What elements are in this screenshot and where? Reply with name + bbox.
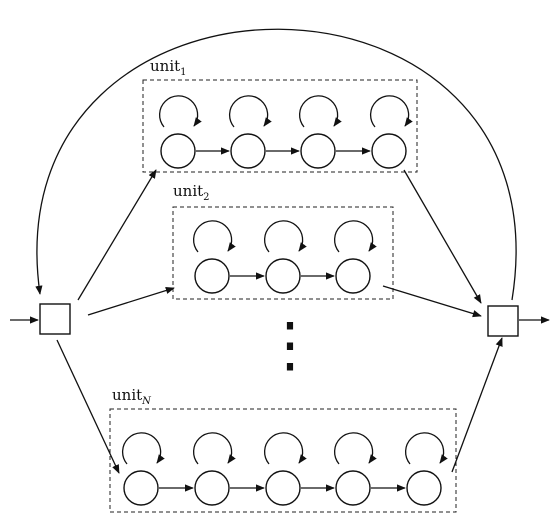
unit-2-box [172,206,394,300]
unit-1-box [142,79,418,173]
unit-n-states [121,432,448,506]
unit-n-label: unitN [112,386,152,407]
self-loop-arrow [228,95,272,128]
unit-n-state [335,470,371,506]
self-loop-arrow [121,432,165,465]
ellipsis: ⋮ [260,310,320,380]
unit-n-state [406,470,442,506]
entry-to-unit-1-arrow [77,169,157,301]
self-loop-arrow [263,220,307,253]
exit-node [487,305,519,337]
unit-2-state [265,258,301,294]
unit-n-state [123,470,159,506]
unit-n-state [265,470,301,506]
unit-1-state [160,133,196,169]
unit-n-to-exit-arrow [451,337,503,473]
self-loop-arrow [263,432,307,465]
unit-2-state [194,258,230,294]
entry-to-unit-n-arrow [56,339,120,474]
unit-2-to-exit-arrow [382,285,482,318]
self-loop-arrow [404,432,448,465]
unit-1-state [230,133,266,169]
self-loop-arrow [333,432,377,465]
self-loop-arrow [192,432,236,465]
unit-1-states [158,95,413,169]
unit-2-label: unit2 [173,182,210,203]
unit-1-to-exit-arrow [403,169,482,304]
entry-node [39,303,71,335]
self-loop-arrow [158,95,202,128]
self-loop-arrow [298,95,342,128]
self-loop-arrow [333,220,377,253]
unit-1-state [371,133,407,169]
unit-n-state [194,470,230,506]
self-loop-arrow [192,220,236,253]
unit-1-state [300,133,336,169]
self-loop-arrow [369,95,413,128]
feedback-arc-arrow [35,28,517,301]
unit-2-state [335,258,371,294]
entry-to-unit-2-arrow [87,286,175,316]
unit-2-states [192,220,377,294]
unit-1-label: unit1 [150,57,187,78]
